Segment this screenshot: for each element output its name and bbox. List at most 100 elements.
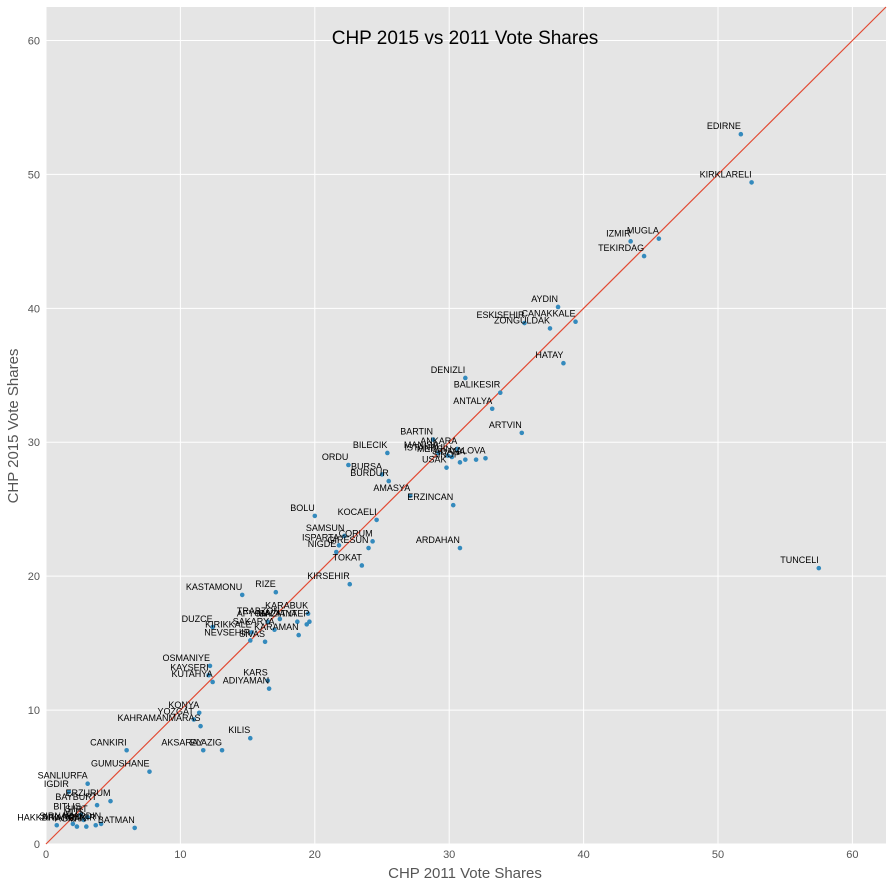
y-tick-label: 60: [28, 35, 40, 47]
data-point: [265, 619, 271, 624]
point-label: BALIKESIR: [454, 380, 501, 390]
data-point: [561, 360, 566, 366]
point-label: MUGLA: [627, 226, 659, 236]
point-label: BOLU: [290, 503, 315, 513]
point-label: BURSA: [351, 461, 382, 471]
point-label: ADIYAMAN: [223, 676, 269, 686]
data-point: [247, 735, 253, 741]
point-label: KONYA: [168, 700, 199, 710]
data-point: [273, 589, 279, 595]
data-point: [98, 821, 104, 827]
y-tick-label: 0: [34, 839, 40, 851]
data-point: [93, 822, 99, 828]
data-point: [370, 539, 375, 544]
data-point: [147, 769, 152, 774]
point-label: SIIRT: [65, 804, 88, 814]
data-point: [359, 563, 365, 568]
data-point: [489, 406, 495, 412]
data-point: [346, 462, 351, 468]
data-point: [444, 465, 449, 470]
data-point: [247, 638, 253, 643]
point-label: AYDIN: [531, 294, 558, 304]
point-label: EDIRNE: [707, 121, 741, 131]
point-label: KIRSEHIR: [307, 571, 350, 581]
x-tick-label: 50: [712, 849, 724, 861]
data-point: [305, 611, 311, 616]
point-label: CORUM: [339, 528, 373, 538]
point-label: KASTAMONU: [186, 582, 242, 592]
data-point: [262, 639, 268, 645]
chart-title: CHP 2015 vs 2011 Vote Shares: [332, 28, 599, 49]
data-point: [108, 798, 113, 804]
x-tick-label: 20: [309, 849, 321, 861]
data-point: [573, 319, 578, 325]
point-label: BURDUR: [350, 468, 389, 478]
data-point: [70, 821, 76, 827]
point-label: ISPARTA: [302, 532, 339, 542]
point-label: SAMSUN: [306, 523, 345, 533]
data-point: [85, 781, 90, 787]
point-label: ERZURUM: [66, 788, 111, 798]
point-label: IGDIR: [44, 779, 70, 789]
y-tick-labels: 0 10 20 30 40 50 60: [28, 35, 40, 851]
data-point: [219, 747, 225, 753]
point-label: KILIS: [228, 725, 250, 735]
point-label: MALATYA: [257, 609, 298, 619]
data-point: [522, 320, 527, 326]
x-tick-label: 10: [174, 849, 186, 861]
point-label: MARDIN: [66, 811, 102, 821]
data-point: [749, 180, 754, 185]
data-point: [206, 672, 211, 678]
point-label: TUNCELI: [780, 555, 819, 565]
point-label: BARTIN: [400, 427, 433, 437]
point-label: SIVAS: [239, 629, 265, 639]
point-label: IZMIR: [606, 228, 631, 238]
point-label: HAKKARI: [17, 812, 57, 822]
point-label: OSMANIYE: [162, 653, 210, 663]
x-tick-label: 30: [443, 849, 455, 861]
point-label: BITLIS: [53, 802, 81, 812]
data-point: [196, 710, 202, 716]
data-point: [385, 450, 390, 456]
grid-lines: [45, 7, 886, 845]
point-label: KAHRAMANMARAS: [118, 713, 201, 723]
y-tick-label: 10: [28, 705, 40, 717]
point-label: NEVSEHIR: [204, 627, 251, 637]
point-label: ORDU: [322, 452, 349, 462]
point-label: YOZGAT: [157, 706, 194, 716]
point-label: KARABUK: [265, 601, 308, 611]
point-label: AKSARAY: [161, 737, 203, 747]
point-label: YALOVA: [451, 445, 486, 455]
y-tick-label: 20: [28, 571, 40, 583]
data-point: [207, 663, 213, 669]
point-label: BATMAN: [98, 815, 135, 825]
data-point: [124, 747, 129, 753]
data-point: [547, 326, 553, 331]
data-point: [555, 304, 561, 310]
point-label: CANKIRI: [90, 737, 127, 747]
data-point: [628, 239, 633, 244]
data-point: [249, 630, 254, 635]
data-point: [519, 430, 525, 436]
data-point: [132, 825, 138, 831]
point-label: TRABZON: [237, 606, 280, 616]
data-point: [336, 543, 342, 548]
point-label: DUZCE: [182, 614, 213, 624]
data-point: [74, 824, 80, 829]
x-tick-label: 60: [846, 849, 858, 861]
data-point: [191, 717, 197, 722]
data-point: [366, 545, 371, 551]
diagonal-reference-line: [45, 6, 887, 845]
data-point: [450, 502, 456, 508]
data-point: [641, 253, 647, 259]
data-point: [94, 802, 100, 808]
point-label: KIRKLARELI: [700, 169, 752, 179]
data-point: [295, 619, 300, 624]
point-label: GIRESUN: [328, 535, 369, 545]
point-label: HATAY: [535, 350, 563, 360]
data-point: [463, 457, 468, 462]
point-label: NIGDE: [308, 539, 337, 549]
data-point: [277, 616, 283, 622]
y-tick-label: 40: [28, 303, 40, 315]
